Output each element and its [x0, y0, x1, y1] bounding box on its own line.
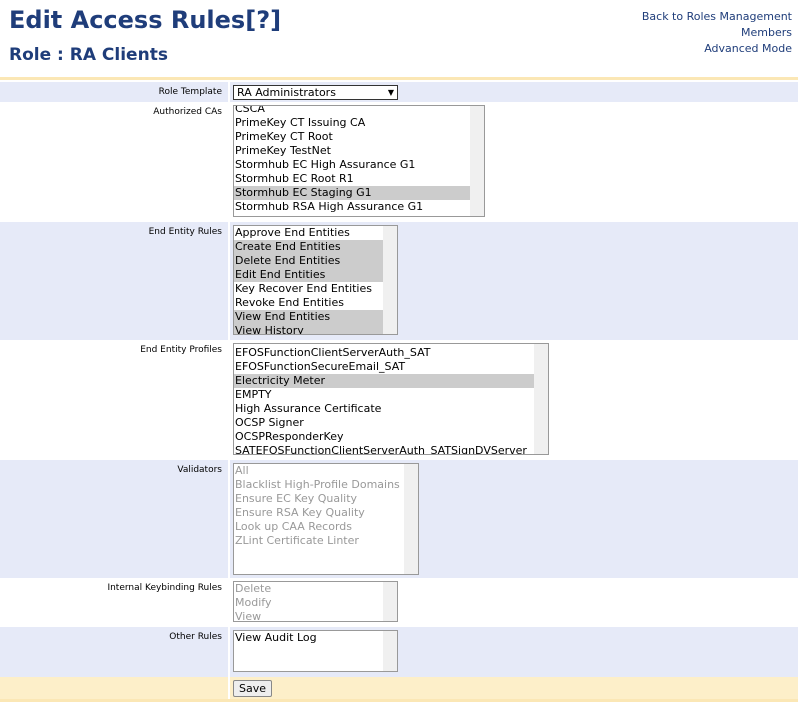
title-text: Edit Access Rules: [9, 6, 246, 34]
listbox[interactable]: View Audit Log: [233, 630, 398, 672]
list-option[interactable]: Stormhub RSA High Assurance G1: [235, 200, 424, 213]
field-label: Other Rules: [169, 632, 222, 642]
help-link[interactable]: [?]: [245, 6, 282, 34]
row-bg: [0, 222, 228, 340]
list-option[interactable]: Electricity Meter: [234, 374, 534, 388]
list-option[interactable]: Stormhub EC Staging G1: [234, 186, 470, 200]
list-option: ZLint Certificate Linter: [235, 534, 359, 547]
row-bg: [0, 460, 228, 578]
row-bg: [0, 102, 228, 222]
list-option[interactable]: Stormhub EC High Assurance G1: [235, 158, 416, 171]
field-label: Authorized CAs: [153, 107, 222, 117]
field-label: Internal Keybinding Rules: [107, 583, 222, 593]
list-option[interactable]: EFOSFunctionSecureEmail_SAT: [235, 360, 406, 373]
field-label: End Entity Profiles: [140, 345, 222, 355]
scrollbar: [383, 631, 397, 671]
title: Edit Access Rules[?]: [9, 6, 281, 34]
list-option[interactable]: Create End Entities: [234, 240, 383, 254]
row-bg: [0, 340, 228, 460]
list-option[interactable]: CSCA: [235, 105, 265, 115]
list-option[interactable]: Stormhub EC Root R1: [235, 172, 354, 185]
field-label: End Entity Rules: [148, 227, 222, 237]
listbox[interactable]: EFOSFunctionClientServerAuth_SAT EFOSFunc…: [233, 343, 549, 455]
nav-link[interactable]: Members: [741, 26, 792, 39]
select[interactable]: RA Administrators ▼: [233, 85, 398, 100]
list-option: Ensure EC Key Quality: [235, 492, 358, 505]
listbox: All Blacklist High-Profile Domains Ensure …: [233, 463, 419, 575]
list-option[interactable]: Revoke End Entities: [235, 296, 344, 309]
list-option: View: [235, 610, 262, 622]
top-rule: [0, 77, 798, 80]
listbox[interactable]: Approve End Entities Create End Entities D…: [233, 225, 398, 335]
select-value: RA Administrators: [237, 86, 336, 99]
list-option: Blacklist High-Profile Domains: [235, 478, 400, 491]
footer-bg: [230, 677, 798, 700]
field-label: Validators: [177, 465, 222, 475]
footer-bg: [0, 677, 228, 700]
listbox[interactable]: CSCA PrimeKey CT Issuing CA PrimeKey CT Ro…: [233, 105, 485, 217]
list-option[interactable]: OCSP Signer: [235, 416, 304, 429]
list-option[interactable]: Approve End Entities: [235, 226, 350, 239]
list-option[interactable]: EFOSFunctionClientServerAuth_SAT: [235, 346, 431, 359]
list-option[interactable]: View History: [234, 324, 383, 334]
role-name: Role : RA Clients: [9, 45, 168, 65]
list-option[interactable]: PrimeKey CT Issuing CA: [235, 116, 366, 129]
nav-link[interactable]: Back to Roles Management: [641, 10, 792, 23]
list-option[interactable]: PrimeKey CT Root: [235, 130, 333, 143]
arrow: ▼: [387, 88, 394, 97]
list-option: All: [235, 464, 249, 477]
list-option[interactable]: High Assurance Certificate: [235, 402, 382, 415]
list-option: Delete: [235, 582, 272, 595]
field-label: Role Template: [158, 87, 222, 97]
list-option[interactable]: PrimeKey TestNet: [235, 144, 331, 157]
scrollbar: [404, 464, 418, 574]
list-option[interactable]: OCSPResponderKey: [235, 430, 344, 443]
list-option: Look up CAA Records: [235, 520, 352, 533]
scrollbar: [470, 106, 484, 216]
list-option[interactable]: View Audit Log: [235, 631, 317, 644]
list-option[interactable]: Edit End Entities: [234, 268, 383, 282]
list-option[interactable]: Key Recover End Entities: [235, 282, 372, 295]
scrollbar: [383, 226, 397, 334]
nav-link[interactable]: Advanced Mode: [704, 42, 792, 55]
row-bg: [0, 82, 228, 102]
save-button[interactable]: Save: [233, 680, 273, 697]
list-option[interactable]: Delete End Entities: [234, 254, 383, 268]
list-option[interactable]: View End Entities: [234, 310, 383, 324]
list-option[interactable]: SATEFOSFunctionClientServerAuth_SATSignD…: [235, 444, 527, 455]
scrollbar: [534, 344, 548, 454]
scrollbar: [383, 582, 397, 621]
row-bg: [0, 578, 228, 627]
list-option: Modify: [235, 596, 272, 609]
row-bg: [0, 627, 228, 677]
list-option: Ensure RSA Key Quality: [235, 506, 365, 519]
bottom-rule: [0, 699, 798, 702]
listbox: Delete Modify View: [233, 581, 398, 622]
list-option[interactable]: EMPTY: [235, 388, 272, 401]
